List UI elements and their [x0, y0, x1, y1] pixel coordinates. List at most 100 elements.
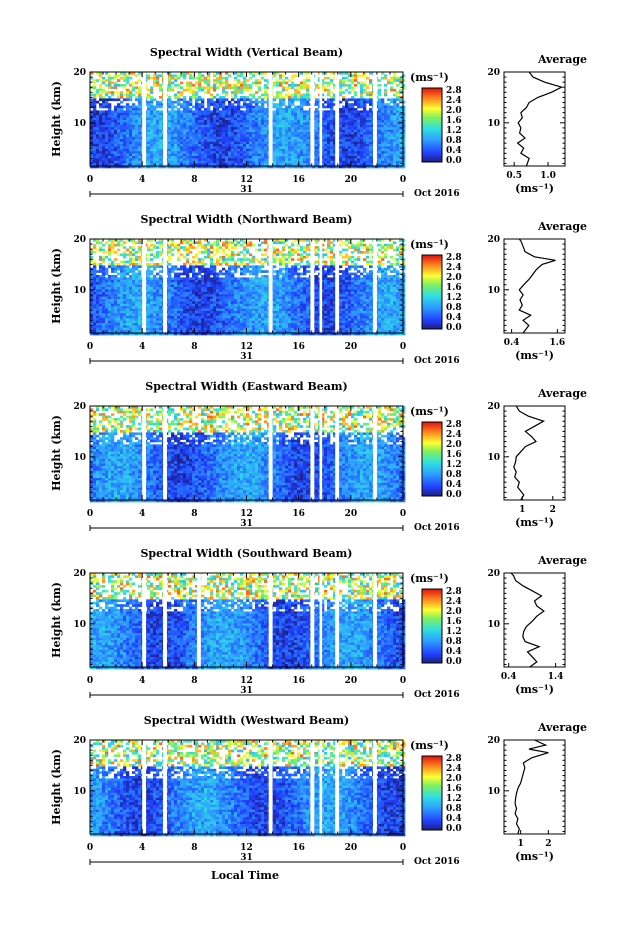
data-gap	[142, 406, 147, 500]
y-tick-label: 10	[73, 119, 86, 129]
data-gap	[335, 406, 340, 500]
x-axis-label: Local Time	[211, 869, 279, 882]
average-y-tick: 10	[487, 787, 500, 797]
x-tick-label: 0	[87, 175, 93, 185]
x-tick-label: 4	[139, 843, 145, 853]
colorbar-tick: 1.6	[446, 450, 462, 460]
heatmap-cells	[90, 406, 406, 503]
x-tick-label: 8	[191, 175, 197, 185]
average-profile-line	[516, 71, 564, 167]
colorbar-tick: 0.8	[446, 136, 462, 146]
colorbar-tick: 1.6	[446, 617, 462, 627]
average-profile-line	[514, 739, 549, 835]
heatmap-cells	[90, 72, 406, 169]
x-tick-label: 20	[345, 342, 358, 352]
x-tick-label: 16	[292, 676, 305, 686]
colorbar-tick: 0.4	[446, 480, 462, 490]
average-x-tick: 1.6	[550, 338, 566, 348]
average-x-label: (ms⁻¹)	[515, 349, 554, 362]
panel-title: Spectral Width (Eastward Beam)	[145, 380, 347, 393]
average-x-tick: 0.5	[506, 171, 522, 181]
day-label: 31	[240, 519, 253, 529]
average-frame	[503, 405, 566, 501]
data-gap	[335, 573, 340, 667]
date-label: Oct 2016	[414, 189, 460, 199]
colorbar-tick: 0.8	[446, 637, 462, 647]
panel-3: Spectral Width (Southward Beam) 10 20 Heigh…	[50, 547, 587, 700]
data-gap	[319, 740, 323, 834]
colorbar-tick: 0.4	[446, 814, 462, 824]
average-frame	[503, 238, 566, 334]
colorbar-tick: 2.4	[446, 764, 462, 774]
data-gap	[319, 406, 323, 500]
average-x-tick: 0.4	[501, 672, 517, 682]
average-y-tick: 20	[487, 736, 500, 746]
y-tick-label: 10	[73, 286, 86, 296]
colorbar-tick: 0.0	[446, 323, 462, 333]
colorbar-tick: 0.0	[446, 156, 462, 166]
x-tick-label: 12	[240, 843, 253, 853]
data-gap	[142, 573, 147, 667]
colorbar-unit: (ms⁻¹)	[410, 572, 449, 585]
data-gap	[373, 573, 377, 667]
colorbar-tick: 2.8	[446, 420, 462, 430]
data-gap	[163, 239, 167, 333]
data-gap	[310, 740, 315, 834]
colorbar-tick: 0.8	[446, 470, 462, 480]
average-y-tick: 10	[487, 286, 500, 296]
x-tick-label: 0	[400, 175, 406, 185]
panel-title: Spectral Width (Northward Beam)	[141, 213, 353, 226]
data-gap	[196, 573, 201, 667]
colorbar-tick: 0.4	[446, 647, 462, 657]
x-tick-label: 20	[345, 509, 358, 519]
average-x-label: (ms⁻¹)	[515, 182, 554, 195]
average-profile-line	[518, 238, 556, 334]
colorbar-tick: 2.8	[446, 86, 462, 96]
panel-4: Spectral Width (Westward Beam)1020Height…	[50, 714, 587, 867]
y-axis-label: Height (km)	[50, 582, 63, 658]
average-x-tick: 1.4	[548, 672, 564, 682]
data-gap	[373, 406, 377, 500]
colorbar-tick: 2.0	[446, 106, 462, 116]
y-tick-label: 20	[73, 402, 86, 412]
average-x-tick: 1.0	[540, 171, 556, 181]
day-label: 31	[240, 352, 253, 362]
average-x-tick: 2	[545, 839, 551, 849]
x-tick-label: 12	[240, 509, 253, 519]
x-tick-label: 16	[292, 175, 305, 185]
data-gap	[310, 573, 315, 667]
colorbar-tick: 2.8	[446, 587, 462, 597]
heatmap-cells	[90, 740, 406, 837]
x-tick-label: 16	[292, 342, 305, 352]
data-gap	[163, 72, 167, 166]
panel-1: Spectral Width (Northward Beam) 10 20 Heigh…	[50, 213, 587, 366]
heatmap-cells	[90, 239, 406, 336]
data-gap	[319, 573, 323, 667]
x-tick-label: 12	[240, 676, 253, 686]
y-axis-label: Height (km)	[50, 749, 63, 825]
y-tick-label: 20	[73, 68, 86, 78]
x-tick-label: 8	[191, 676, 197, 686]
colorbar-tick: 2.4	[446, 430, 462, 440]
average-x-label: (ms⁻¹)	[515, 850, 554, 863]
data-gap	[142, 72, 147, 166]
data-gap	[335, 740, 340, 834]
data-gap	[268, 72, 273, 166]
data-gap	[373, 740, 377, 834]
panel-2: Spectral Width (Eastward Beam)1020Height…	[50, 380, 587, 533]
colorbar-tick: 0.4	[446, 313, 462, 323]
x-tick-label: 12	[240, 342, 253, 352]
colorbar-tick: 0.0	[446, 824, 462, 834]
x-tick-label: 0	[87, 342, 93, 352]
data-gap	[319, 72, 323, 166]
average-x-label: (ms⁻¹)	[515, 516, 554, 529]
data-gap	[335, 72, 340, 166]
colorbar-tick: 1.6	[446, 283, 462, 293]
colorbar-tick: 1.2	[446, 627, 462, 637]
average-x-tick: 2	[550, 505, 556, 515]
x-tick-label: 12	[240, 175, 253, 185]
average-frame	[503, 739, 566, 835]
data-gap	[373, 72, 377, 166]
data-gap	[163, 406, 167, 500]
colorbar-tick: 0.8	[446, 303, 462, 313]
